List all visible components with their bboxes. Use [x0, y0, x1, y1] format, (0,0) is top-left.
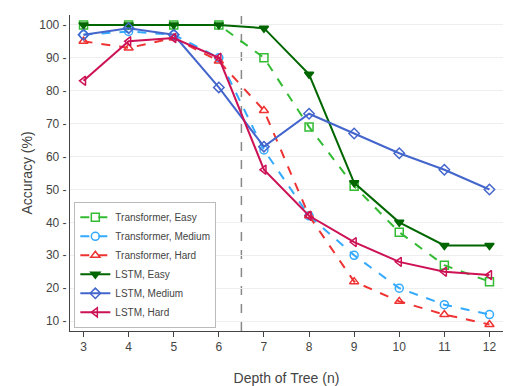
svg-text:11: 11 — [438, 340, 451, 354]
svg-text:Depth of Tree (n): Depth of Tree (n) — [234, 370, 340, 386]
svg-text:3: 3 — [80, 340, 87, 354]
svg-text:Transformer, Medium: Transformer, Medium — [115, 231, 210, 242]
svg-text:20 -: 20 - — [46, 281, 67, 295]
svg-text:60 -: 60 - — [46, 150, 67, 164]
svg-text:Accuracy (%): Accuracy (%) — [19, 131, 35, 214]
svg-text:Transformer, Easy: Transformer, Easy — [115, 212, 196, 223]
svg-text:5: 5 — [170, 340, 177, 354]
svg-text:6: 6 — [215, 340, 222, 354]
svg-text:8: 8 — [306, 340, 313, 354]
svg-text:90 -: 90 - — [46, 51, 67, 65]
svg-text:7: 7 — [261, 340, 268, 354]
svg-text:12: 12 — [483, 340, 497, 354]
svg-text:LSTM, Medium: LSTM, Medium — [115, 288, 183, 299]
svg-text:40 -: 40 - — [46, 216, 67, 230]
svg-text:70 -: 70 - — [46, 117, 67, 131]
svg-text:30 -: 30 - — [46, 248, 67, 262]
svg-text:50 -: 50 - — [46, 183, 67, 197]
svg-text:80 -: 80 - — [46, 84, 67, 98]
svg-text:10 -: 10 - — [46, 314, 67, 328]
svg-text:100 -: 100 - — [39, 18, 66, 32]
svg-text:Transformer, Hard: Transformer, Hard — [115, 250, 196, 261]
svg-text:4: 4 — [125, 340, 132, 354]
svg-text:9: 9 — [351, 340, 358, 354]
svg-text:LSTM, Easy: LSTM, Easy — [115, 269, 169, 280]
svg-text:LSTM, Hard: LSTM, Hard — [115, 307, 169, 318]
svg-text:10: 10 — [393, 340, 407, 354]
